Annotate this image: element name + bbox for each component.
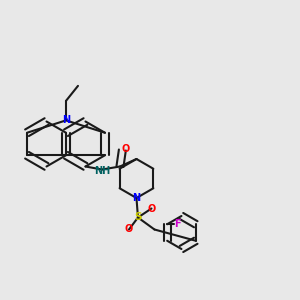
Text: F: F bbox=[174, 219, 181, 229]
Text: O: O bbox=[147, 203, 156, 214]
Text: NH: NH bbox=[94, 166, 110, 176]
Text: O: O bbox=[125, 224, 133, 235]
Text: O: O bbox=[121, 143, 130, 154]
Text: N: N bbox=[132, 193, 140, 203]
Text: N: N bbox=[62, 116, 70, 125]
Text: S: S bbox=[134, 212, 142, 223]
